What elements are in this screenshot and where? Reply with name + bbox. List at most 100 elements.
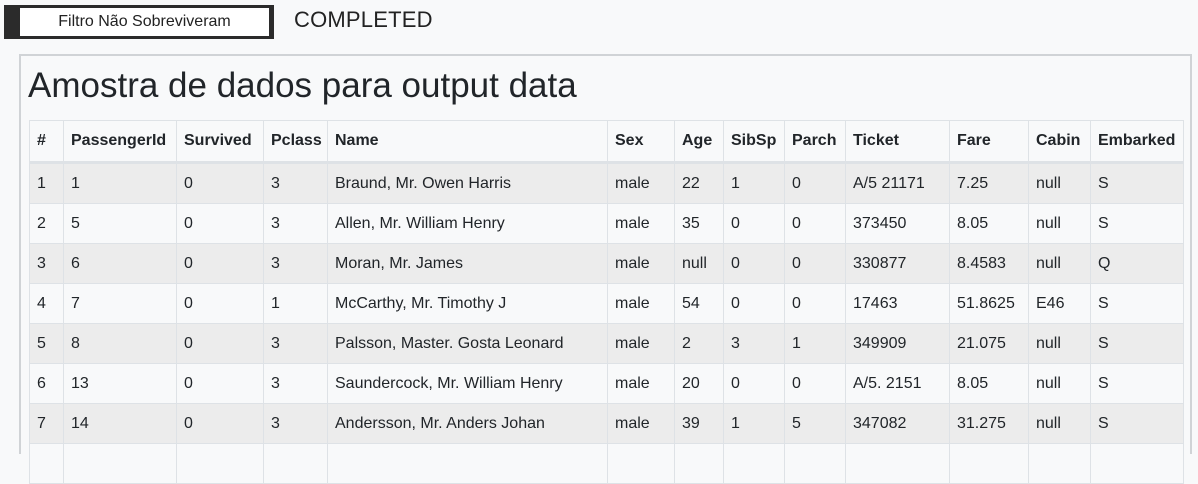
panel-title: Amostra de dados para output data	[28, 66, 577, 105]
table-row	[29, 443, 1184, 484]
table-cell: 22	[674, 162, 724, 204]
table-cell: 1	[29, 162, 64, 204]
table-cell	[1028, 443, 1091, 484]
table-cell: 0	[784, 243, 846, 284]
table-cell: male	[607, 203, 675, 244]
table-cell: 3	[29, 243, 64, 284]
column-header-sex[interactable]: Sex	[607, 120, 675, 164]
table-cell: null	[1028, 363, 1091, 404]
column-header-survived[interactable]: Survived	[176, 120, 264, 164]
table-cell: 3	[263, 363, 328, 404]
filter-not-survived-button[interactable]: Filtro Não Sobreviveram	[4, 5, 274, 39]
table-cell: 7	[63, 283, 177, 324]
column-header-sibsp[interactable]: SibSp	[723, 120, 785, 164]
table-cell	[63, 443, 177, 484]
table-cell: 8.4583	[949, 243, 1029, 284]
table-cell: 3	[263, 243, 328, 284]
table-cell: 17463	[845, 283, 950, 324]
status-label: COMPLETED	[294, 7, 433, 32]
table-cell: 2	[674, 323, 724, 364]
table-cell: male	[607, 363, 675, 404]
column-header-pclass[interactable]: Pclass	[263, 120, 328, 164]
table-cell: A/5 21171	[845, 162, 950, 204]
table-cell: 0	[784, 162, 846, 204]
table-cell: 8	[63, 323, 177, 364]
table-cell: null	[674, 243, 724, 284]
table-cell: 2	[29, 203, 64, 244]
column-header-name[interactable]: Name	[327, 120, 608, 164]
table-cell: Q	[1090, 243, 1184, 284]
table-cell: 0	[784, 203, 846, 244]
table-cell: 347082	[845, 403, 950, 444]
table-cell: Allen, Mr. William Henry	[327, 203, 608, 244]
table-cell: 3	[263, 323, 328, 364]
table-row: 7 14 0 3 Andersson, Mr. Anders Johan male 39 1 5…	[29, 403, 1184, 444]
table-cell: 0	[176, 403, 264, 444]
table-row: 3 6 0 3 Moran, Mr. James male null 0 0 330877 8.45…	[29, 243, 1184, 284]
table-cell: 5	[784, 403, 846, 444]
column-header-index[interactable]: #	[29, 120, 64, 164]
table-cell: 3	[263, 162, 328, 204]
table-cell: E46	[1028, 283, 1091, 324]
table-row: 6 13 0 3 Saundercock, Mr. William Henry male 2…	[29, 363, 1184, 404]
table-cell: 0	[176, 162, 264, 204]
table-cell: 1	[63, 162, 177, 204]
table-cell: S	[1090, 403, 1184, 444]
table-cell	[176, 443, 264, 484]
table-cell: 0	[176, 283, 264, 324]
output-data-panel: Amostra de dados para output data # Pass…	[19, 54, 1192, 484]
table-cell: S	[1090, 283, 1184, 324]
column-header-age[interactable]: Age	[674, 120, 724, 164]
table-cell: null	[1028, 323, 1091, 364]
table-cell: 0	[723, 203, 785, 244]
output-data-table: # PassengerId Survived Pclass Name Sex A…	[29, 120, 1184, 484]
table-cell: null	[1028, 243, 1091, 284]
table-cell	[949, 443, 1029, 484]
column-header-fare[interactable]: Fare	[949, 120, 1029, 164]
table-cell: male	[607, 162, 675, 204]
table-cell: Palsson, Master. Gosta Leonard	[327, 323, 608, 364]
table-cell: 6	[63, 243, 177, 284]
table-cell: 349909	[845, 323, 950, 364]
table-header-row: # PassengerId Survived Pclass Name Sex A…	[29, 120, 1184, 164]
table-cell: male	[607, 323, 675, 364]
table-cell: 6	[29, 363, 64, 404]
table-cell: 8.05	[949, 363, 1029, 404]
column-header-embarked[interactable]: Embarked	[1090, 120, 1184, 164]
table-cell	[723, 443, 785, 484]
table-cell: 0	[723, 363, 785, 404]
table-cell: 4	[29, 283, 64, 324]
table-cell: 54	[674, 283, 724, 324]
table-cell: null	[1028, 403, 1091, 444]
table-cell: Andersson, Mr. Anders Johan	[327, 403, 608, 444]
table-cell: A/5. 2151	[845, 363, 950, 404]
table-cell	[327, 443, 608, 484]
table-cell	[29, 443, 64, 484]
table-cell	[263, 443, 328, 484]
table-cell: 1	[784, 323, 846, 364]
table-cell: 39	[674, 403, 724, 444]
table-cell: 14	[63, 403, 177, 444]
table-cell: 373450	[845, 203, 950, 244]
column-header-cabin[interactable]: Cabin	[1028, 120, 1091, 164]
table-cell: 51.8625	[949, 283, 1029, 324]
column-header-ticket[interactable]: Ticket	[845, 120, 950, 164]
table-cell	[1090, 443, 1184, 484]
table-cell: 3	[263, 203, 328, 244]
table-cell: 0	[784, 363, 846, 404]
table-cell: S	[1090, 162, 1184, 204]
table-cell: 35	[674, 203, 724, 244]
table-cell	[784, 443, 846, 484]
table-cell: 8.05	[949, 203, 1029, 244]
table-cell: 1	[723, 403, 785, 444]
table-cell	[607, 443, 675, 484]
table-cell: 3	[263, 403, 328, 444]
table-cell: 0	[176, 203, 264, 244]
table-cell: 5	[63, 203, 177, 244]
table-cell: 5	[29, 323, 64, 364]
table-cell	[845, 443, 950, 484]
column-header-passengerid[interactable]: PassengerId	[63, 120, 177, 164]
table-cell: S	[1090, 203, 1184, 244]
column-header-parch[interactable]: Parch	[784, 120, 846, 164]
